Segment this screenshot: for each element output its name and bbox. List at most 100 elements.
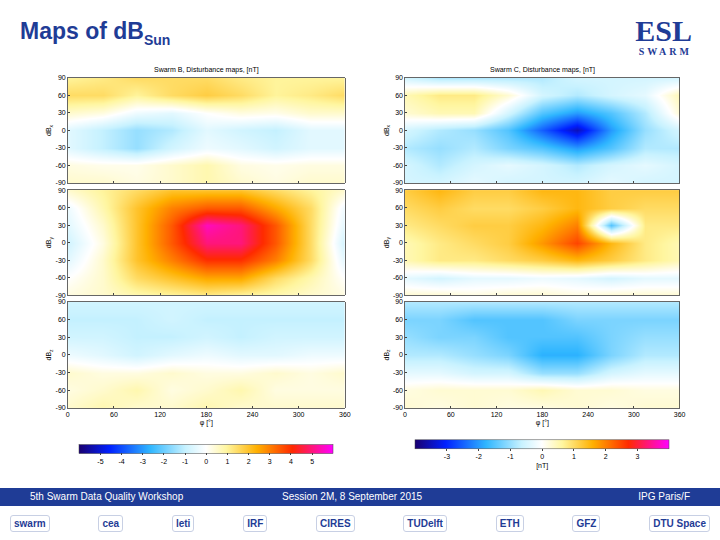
svg-text:0: 0 [66, 411, 70, 418]
svg-text:60: 60 [447, 411, 455, 418]
svg-text:-90: -90 [393, 179, 403, 186]
svg-text:2: 2 [604, 453, 608, 460]
svg-text:dB​z​: dB​z​ [45, 349, 53, 361]
html-text:ETH: ETH [499, 517, 520, 529]
html-text:DTU Space: DTU Space [653, 517, 706, 529]
html-text:IPG Paris/F: IPG Paris/F [638, 491, 690, 502]
svg-text:-90: -90 [56, 404, 66, 411]
svg-text:90: 90 [58, 298, 66, 305]
svg-text:1: 1 [572, 453, 576, 460]
svg-text:60: 60 [395, 316, 403, 323]
svg-text:0: 0 [399, 127, 403, 134]
svg-text:2: 2 [247, 458, 251, 465]
svg-text:180: 180 [536, 411, 548, 418]
svg-text:0: 0 [399, 351, 403, 358]
svg-text:-3: -3 [140, 458, 146, 465]
svg-text:300: 300 [293, 411, 305, 418]
svg-text:0: 0 [403, 411, 407, 418]
html-text:cea: cea [102, 517, 120, 529]
svg-text:30: 30 [58, 334, 66, 341]
html-text:GFZ: GFZ [576, 517, 597, 529]
svg-text:180: 180 [200, 411, 212, 418]
svg-text:60: 60 [58, 92, 66, 99]
svg-text:360: 360 [339, 411, 351, 418]
svg-text:0: 0 [62, 239, 66, 246]
html-text:IRF: IRF [247, 517, 264, 529]
html-text:CIRES: CIRES [320, 517, 351, 529]
svg-text:360: 360 [674, 411, 686, 418]
svg-text:-30: -30 [56, 257, 66, 264]
svg-text:90: 90 [395, 187, 403, 194]
svg-text:0: 0 [540, 453, 544, 460]
svg-text:0: 0 [62, 351, 66, 358]
svg-text:0: 0 [399, 239, 403, 246]
svg-text:0: 0 [62, 127, 66, 134]
svg-text:30: 30 [395, 222, 403, 229]
svg-text:-90: -90 [56, 179, 66, 186]
svg-text:-90: -90 [56, 292, 66, 299]
svg-text:-60: -60 [393, 162, 403, 169]
svg-text:90: 90 [58, 187, 66, 194]
svg-text:60: 60 [110, 411, 118, 418]
svg-text:-30: -30 [56, 144, 66, 151]
svg-text:-90: -90 [393, 404, 403, 411]
html-text:swarm: swarm [14, 517, 46, 529]
svg-text:90: 90 [58, 74, 66, 81]
html-text:Maps of dBSun: Maps of dBSun [20, 18, 171, 48]
svg-text:Swarm B, Disturbance maps, [nT: Swarm B, Disturbance maps, [nT] [154, 66, 259, 74]
svg-text:30: 30 [58, 222, 66, 229]
svg-text:-60: -60 [56, 387, 66, 394]
svg-text:-2: -2 [476, 453, 482, 460]
svg-text:-90: -90 [393, 292, 403, 299]
svg-text:30: 30 [395, 109, 403, 116]
svg-text:-2: -2 [161, 458, 167, 465]
svg-text:[nT]: [nT] [536, 462, 548, 470]
svg-text:30: 30 [395, 334, 403, 341]
svg-text:60: 60 [58, 204, 66, 211]
svg-text:120: 120 [154, 411, 166, 418]
svg-text:dB​y​: dB​y​ [383, 237, 391, 249]
svg-text:4: 4 [289, 458, 293, 465]
svg-text:-5: -5 [97, 458, 103, 465]
svg-text:60: 60 [395, 92, 403, 99]
html-text:leti: leti [175, 517, 191, 529]
svg-text:3: 3 [268, 458, 272, 465]
svg-text:-30: -30 [393, 257, 403, 264]
svg-text:-30: -30 [393, 369, 403, 376]
svg-text:90: 90 [395, 298, 403, 305]
svg-text:5: 5 [310, 458, 314, 465]
html-text:5th Swarm Data Quality Worksho: 5th Swarm Data Quality Workshop [30, 491, 184, 502]
svg-text:φ [°]: φ [°] [200, 419, 213, 427]
html-text:ESL: ESL [635, 14, 692, 47]
svg-text:0: 0 [204, 458, 208, 465]
html-text:SWARM: SWARM [638, 46, 692, 57]
svg-text:60: 60 [58, 316, 66, 323]
svg-text:dB​x​: dB​x​ [45, 124, 53, 136]
svg-text:-1: -1 [182, 458, 188, 465]
svg-text:dB​y​: dB​y​ [45, 237, 53, 249]
html-text:TUDelft: TUDelft [407, 517, 443, 529]
svg-text:-4: -4 [118, 458, 124, 465]
svg-text:dB​x​: dB​x​ [383, 124, 391, 136]
svg-text:3: 3 [635, 453, 639, 460]
svg-text:-30: -30 [393, 144, 403, 151]
svg-text:φ [°]: φ [°] [536, 419, 549, 427]
svg-text:dB​z​: dB​z​ [383, 349, 391, 361]
svg-text:60: 60 [395, 204, 403, 211]
svg-text:-60: -60 [393, 387, 403, 394]
html-text:Session 2M, 8 September 2015: Session 2M, 8 September 2015 [282, 491, 423, 502]
svg-text:120: 120 [491, 411, 503, 418]
svg-text:30: 30 [58, 109, 66, 116]
svg-text:Swarm C, Disturbance maps, [nT: Swarm C, Disturbance maps, [nT] [490, 66, 595, 74]
svg-text:-1: -1 [507, 453, 513, 460]
svg-text:-60: -60 [393, 274, 403, 281]
svg-text:-30: -30 [56, 369, 66, 376]
svg-text:-60: -60 [56, 274, 66, 281]
svg-text:-60: -60 [56, 162, 66, 169]
svg-text:240: 240 [247, 411, 259, 418]
svg-text:240: 240 [582, 411, 594, 418]
svg-text:90: 90 [395, 74, 403, 81]
svg-text:-3: -3 [444, 453, 450, 460]
svg-text:300: 300 [628, 411, 640, 418]
svg-text:1: 1 [225, 458, 229, 465]
